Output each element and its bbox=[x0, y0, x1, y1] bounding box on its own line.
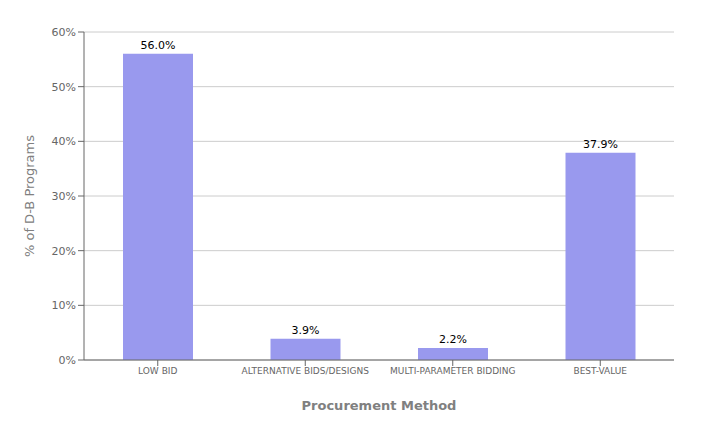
svg-text:Procurement Method: Procurement Method bbox=[302, 398, 457, 413]
svg-text:% of D-B Programs: % of D-B Programs bbox=[22, 135, 37, 257]
svg-text:10%: 10% bbox=[52, 299, 76, 312]
svg-text:37.9%: 37.9% bbox=[583, 138, 618, 151]
svg-text:60%: 60% bbox=[52, 26, 76, 39]
svg-text:2.2%: 2.2% bbox=[439, 333, 467, 346]
svg-text:ALTERNATIVE BIDS/DESIGNS: ALTERNATIVE BIDS/DESIGNS bbox=[242, 366, 370, 376]
svg-text:MULTI-PARAMETER BIDDING: MULTI-PARAMETER BIDDING bbox=[390, 366, 515, 376]
svg-text:0%: 0% bbox=[59, 354, 76, 367]
svg-text:3.9%: 3.9% bbox=[292, 324, 320, 337]
svg-text:50%: 50% bbox=[52, 81, 76, 94]
svg-text:20%: 20% bbox=[52, 245, 76, 258]
svg-text:40%: 40% bbox=[52, 135, 76, 148]
svg-text:BEST-VALUE: BEST-VALUE bbox=[573, 366, 627, 376]
svg-text:LOW BID: LOW BID bbox=[138, 366, 177, 376]
svg-text:30%: 30% bbox=[52, 190, 76, 203]
svg-text:56.0%: 56.0% bbox=[141, 39, 176, 52]
